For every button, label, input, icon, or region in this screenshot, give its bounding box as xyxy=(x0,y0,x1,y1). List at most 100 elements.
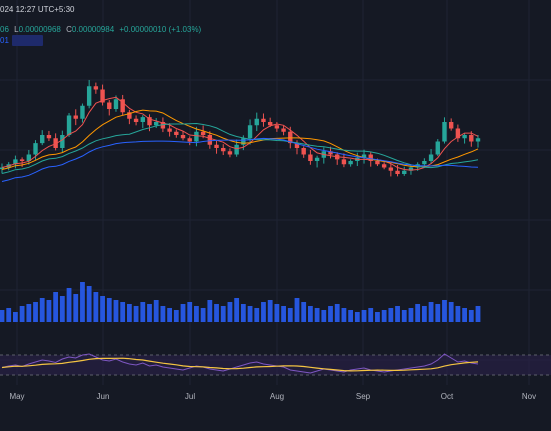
candle-body xyxy=(160,122,166,129)
x-axis-tick-label: Jul xyxy=(185,392,195,401)
candle-body xyxy=(194,131,199,142)
volume-bar xyxy=(274,304,280,322)
ma-mid-line xyxy=(1,109,479,170)
ma-teal-line xyxy=(1,122,479,174)
volume-bar xyxy=(368,308,374,322)
volume-bar xyxy=(442,300,447,322)
volume-bar xyxy=(468,310,474,322)
volume-bar xyxy=(194,306,199,322)
volume-bar xyxy=(6,308,12,322)
volume-bar xyxy=(361,310,367,322)
volume-bar xyxy=(106,298,112,322)
volume-bar xyxy=(53,292,59,322)
volume-bar xyxy=(187,302,193,322)
candle-body xyxy=(113,99,119,109)
volume-bar xyxy=(13,312,18,322)
candle-body xyxy=(281,128,286,132)
volume-bar xyxy=(254,308,260,322)
volume-bar xyxy=(120,302,126,322)
candle-body xyxy=(341,159,347,165)
volume-bar xyxy=(73,294,79,322)
volume-bar xyxy=(307,306,313,322)
candle-body xyxy=(180,135,186,139)
volume-bar xyxy=(381,310,387,322)
volume-bar xyxy=(334,304,340,322)
candle-body xyxy=(133,118,139,122)
candle-body xyxy=(375,161,380,165)
x-axis-tick-label: Oct xyxy=(441,392,454,401)
candle-body xyxy=(301,148,306,155)
volume-bar xyxy=(0,310,5,322)
candle-body xyxy=(361,154,367,158)
volume-bar xyxy=(33,302,38,322)
volume-bar xyxy=(93,292,99,322)
candle-body xyxy=(462,135,467,139)
candle-body xyxy=(408,167,414,171)
candle-body xyxy=(381,164,387,168)
volume-bar xyxy=(26,304,32,322)
volume-bar xyxy=(160,306,166,322)
candle-body xyxy=(214,144,219,148)
candle-body xyxy=(100,89,105,103)
volume-bar xyxy=(113,300,119,322)
x-axis-tick-label: Nov xyxy=(522,392,536,401)
volume-bar xyxy=(301,302,307,322)
price-grid xyxy=(0,0,551,385)
candle-body xyxy=(428,154,434,161)
volume-bar xyxy=(227,302,233,322)
volume-bar xyxy=(448,302,454,322)
candle-body xyxy=(308,154,313,161)
volume-bar xyxy=(415,304,421,322)
volume-bar xyxy=(455,306,461,322)
volume-bar xyxy=(401,310,407,322)
rsi-signal-line xyxy=(1,357,479,372)
volume-bar xyxy=(39,298,45,322)
candle-body xyxy=(314,157,320,161)
candle-body xyxy=(0,167,5,170)
candle-body xyxy=(274,125,280,129)
x-axis-tick-label: May xyxy=(9,392,24,401)
volume-bar xyxy=(247,306,253,322)
candle-body xyxy=(66,115,72,135)
candle-body xyxy=(247,125,253,139)
candle-body xyxy=(388,167,394,171)
candle-body xyxy=(442,122,447,142)
volume-bar xyxy=(86,286,92,322)
volume-bar xyxy=(267,300,273,322)
volume-bar xyxy=(354,312,360,322)
candle-body xyxy=(174,131,179,135)
candle-body xyxy=(469,135,474,142)
time-axis: May Jun Jul Aug Sep Oct Nov xyxy=(9,392,536,401)
volume-bar xyxy=(234,298,240,322)
volume-bar xyxy=(147,304,152,322)
volume-bar xyxy=(133,306,139,322)
volume-bar xyxy=(220,306,226,322)
candle-body xyxy=(261,118,266,122)
volume-bar xyxy=(321,310,327,322)
candle-body xyxy=(127,112,132,119)
candle-body xyxy=(435,141,440,155)
candle-body xyxy=(328,151,333,155)
volume-bar xyxy=(348,310,354,322)
volume-bar xyxy=(173,310,179,322)
candle-body xyxy=(267,122,273,126)
ma-fast-line xyxy=(1,96,479,171)
candle-body xyxy=(167,128,172,132)
volume-bar xyxy=(180,304,186,322)
volume-bar xyxy=(341,308,347,322)
volume-bar xyxy=(421,306,427,322)
volume-bar xyxy=(475,306,481,322)
volume-bar xyxy=(19,306,25,322)
candle-body xyxy=(187,138,192,142)
candle-body xyxy=(80,105,85,119)
rsi-band xyxy=(0,355,551,375)
candle-body xyxy=(234,144,239,155)
candle-body xyxy=(455,128,461,139)
candle-body xyxy=(368,154,373,161)
candle-body xyxy=(46,135,52,139)
volume-bar xyxy=(153,300,159,322)
volume-bar xyxy=(294,298,300,322)
volume-bar xyxy=(80,282,85,322)
candle-body xyxy=(140,117,145,122)
